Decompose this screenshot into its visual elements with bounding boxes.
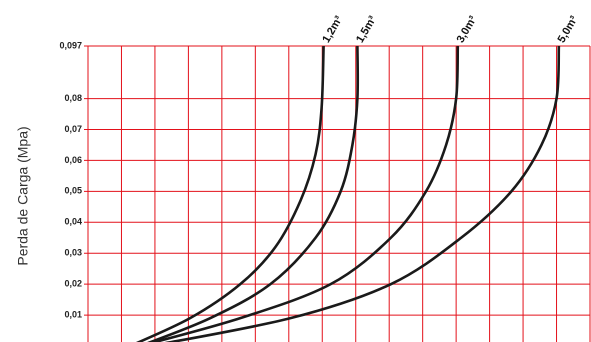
y-tick-label: 0,097 <box>59 40 82 50</box>
y-tick-label: 0,03 <box>64 248 82 258</box>
curve-label: 5,0m³ <box>556 14 581 45</box>
curve <box>150 45 460 342</box>
y-tick-label: 0,05 <box>64 186 82 196</box>
curve-label: 1,2m³ <box>320 14 345 45</box>
curve-label: 1,5m³ <box>354 14 379 45</box>
curve <box>147 45 360 342</box>
y-tick-label: 0,06 <box>64 155 82 165</box>
y-tick-label: 0,08 <box>64 93 82 103</box>
y-tick-label: 0,02 <box>64 279 82 289</box>
y-tick-label: 0,07 <box>64 124 82 134</box>
curve <box>135 45 325 342</box>
curve-label: 3,0m³ <box>455 14 480 45</box>
curve <box>164 45 561 342</box>
y-axis-title: Perda de Carga (Mpa) <box>15 126 31 265</box>
y-tick-label: 0,01 <box>64 309 82 319</box>
y-tick-label: 0,04 <box>64 217 82 227</box>
